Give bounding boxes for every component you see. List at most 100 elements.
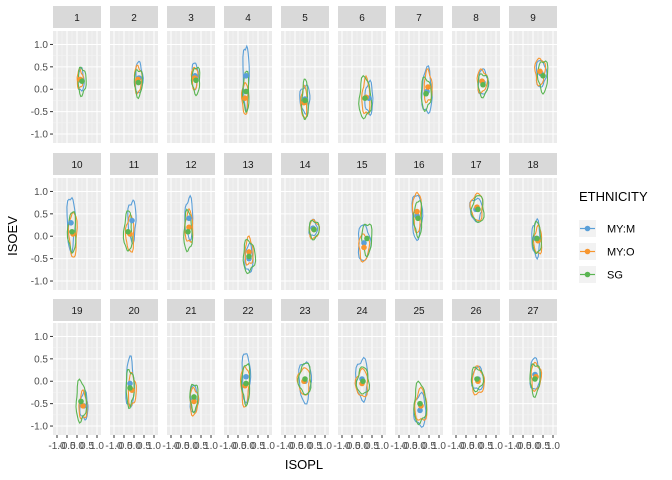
y-tick-label: 0.5 xyxy=(34,62,48,73)
x-tick-label: 1.0 xyxy=(546,441,560,452)
facet-strip xyxy=(167,6,215,28)
density-contour-my-o xyxy=(423,68,433,104)
facet-label: 27 xyxy=(527,306,539,317)
mean-point-sg xyxy=(302,97,308,104)
facet-panel-27: 27 xyxy=(509,299,557,435)
x-tick-label: 0.5 xyxy=(479,441,493,452)
mean-point-sg xyxy=(474,376,480,382)
legend-title: ETHNICITY xyxy=(579,189,648,204)
x-tick-label: -0.5 xyxy=(58,441,76,452)
density-contour-my-m xyxy=(66,196,77,254)
density-contour-sg xyxy=(66,211,77,254)
x-tick-label: -0.5 xyxy=(115,441,133,452)
x-tick-label: 0.0 xyxy=(298,441,312,452)
mean-point-sg xyxy=(415,215,421,222)
facet-panel-9: 9 xyxy=(509,6,557,143)
facet-strip xyxy=(338,6,386,28)
facet-label: 20 xyxy=(128,306,140,317)
y-tick-label: 0.0 xyxy=(34,85,48,96)
x-axis-title: ISOPL xyxy=(285,457,323,472)
density-contour-my-m xyxy=(79,389,89,421)
facet-strip xyxy=(452,153,500,175)
x-tick-label: 1.0 xyxy=(204,441,218,452)
facet-panel-2: 2 xyxy=(110,6,158,143)
mean-point-my-m xyxy=(129,217,135,224)
mean-point-my-o xyxy=(361,244,367,251)
facet-strip xyxy=(110,299,158,321)
facet-strip xyxy=(281,153,329,175)
x-tick-label: 0.5 xyxy=(137,441,151,452)
mean-point-my-o xyxy=(246,249,252,255)
facet-label: 7 xyxy=(416,13,422,24)
facet-panel-18: 18 xyxy=(509,153,557,290)
mean-point-sg xyxy=(362,95,368,101)
density-contour-sg xyxy=(122,210,133,252)
facet-label: 6 xyxy=(359,13,365,24)
mean-point-my-m xyxy=(127,380,133,387)
mean-point-my-m xyxy=(186,215,192,222)
facet-label: 10 xyxy=(71,160,83,171)
facet-strip xyxy=(224,299,272,321)
facet-strip xyxy=(509,299,557,321)
facet-panel-24: 24 xyxy=(338,299,386,435)
legend-key-point xyxy=(584,248,591,255)
facet-panel-6: 6 xyxy=(338,6,386,143)
legend-item-sg: SG xyxy=(579,266,623,283)
x-tick-label: 1.0 xyxy=(375,441,389,452)
facet-strip xyxy=(281,299,329,321)
legend-key-point xyxy=(584,271,591,278)
y-axis-title: ISOEV xyxy=(5,216,20,256)
facet-label: 9 xyxy=(530,13,536,24)
y-tick-label: -1.0 xyxy=(31,277,49,288)
x-tick-label: 0.5 xyxy=(365,441,379,452)
density-contour-sg xyxy=(420,76,432,113)
facet-label: 26 xyxy=(470,306,482,317)
facet-strip xyxy=(395,153,443,175)
y-axis-row-3: -1.0 -0.5 0.0 0.5 1.0 xyxy=(31,332,53,433)
facet-strip xyxy=(509,153,557,175)
x-tick-label: 1.0 xyxy=(489,441,503,452)
facet-label: 14 xyxy=(299,160,311,171)
x-tick-label: 0.5 xyxy=(536,441,550,452)
density-contour-my-m xyxy=(189,384,200,413)
x-tick-label: 0.0 xyxy=(355,441,369,452)
y-tick-label: 1.0 xyxy=(34,187,48,198)
x-tick-label: -0.5 xyxy=(343,441,361,452)
x-tick-label: 0.0 xyxy=(469,441,483,452)
x-tick-label: -0.5 xyxy=(457,441,475,452)
facet-panel-12: 12 xyxy=(167,153,215,290)
density-contour-my-o xyxy=(76,68,84,90)
density-contour-sg xyxy=(412,199,423,239)
x-tick-label: 1.0 xyxy=(261,441,275,452)
density-contour-my-o xyxy=(354,367,369,398)
x-tick-label: 0.0 xyxy=(526,441,540,452)
legend-item-my-m: MY:M xyxy=(579,220,635,237)
density-contour-sg xyxy=(183,208,194,253)
facet-panel-25: 25 xyxy=(395,299,443,435)
facet-panel-21: 21 xyxy=(167,299,215,435)
facet-label: 16 xyxy=(413,160,425,171)
mean-point-sg xyxy=(246,253,252,260)
y-tick-label: 1.0 xyxy=(34,332,48,343)
x-tick-label: -1.0 xyxy=(48,441,66,452)
density-contour-my-o xyxy=(476,68,489,94)
x-tick-label: -1.0 xyxy=(219,441,237,452)
density-contour-my-o xyxy=(411,191,422,234)
x-tick-label: -1.0 xyxy=(504,441,522,452)
y-tick-label: -1.0 xyxy=(31,422,49,433)
y-tick-label: 1.0 xyxy=(34,40,48,51)
density-contour-sg xyxy=(189,383,199,414)
x-tick-label: 0.5 xyxy=(422,441,436,452)
density-contour-sg xyxy=(361,223,373,258)
mean-point-sg xyxy=(127,385,133,391)
mean-point-sg xyxy=(243,88,249,95)
facet-panel-13: 13 xyxy=(224,153,272,290)
facet-strip xyxy=(395,299,443,321)
facet-strip xyxy=(452,6,500,28)
facet-panel-16: 16 xyxy=(395,153,443,290)
facet-label: 24 xyxy=(356,306,368,317)
x-tick-label: 1.0 xyxy=(147,441,161,452)
mean-point-my-m xyxy=(417,407,423,414)
facet-label: 25 xyxy=(413,306,425,317)
x-tick-label: -0.5 xyxy=(286,441,304,452)
